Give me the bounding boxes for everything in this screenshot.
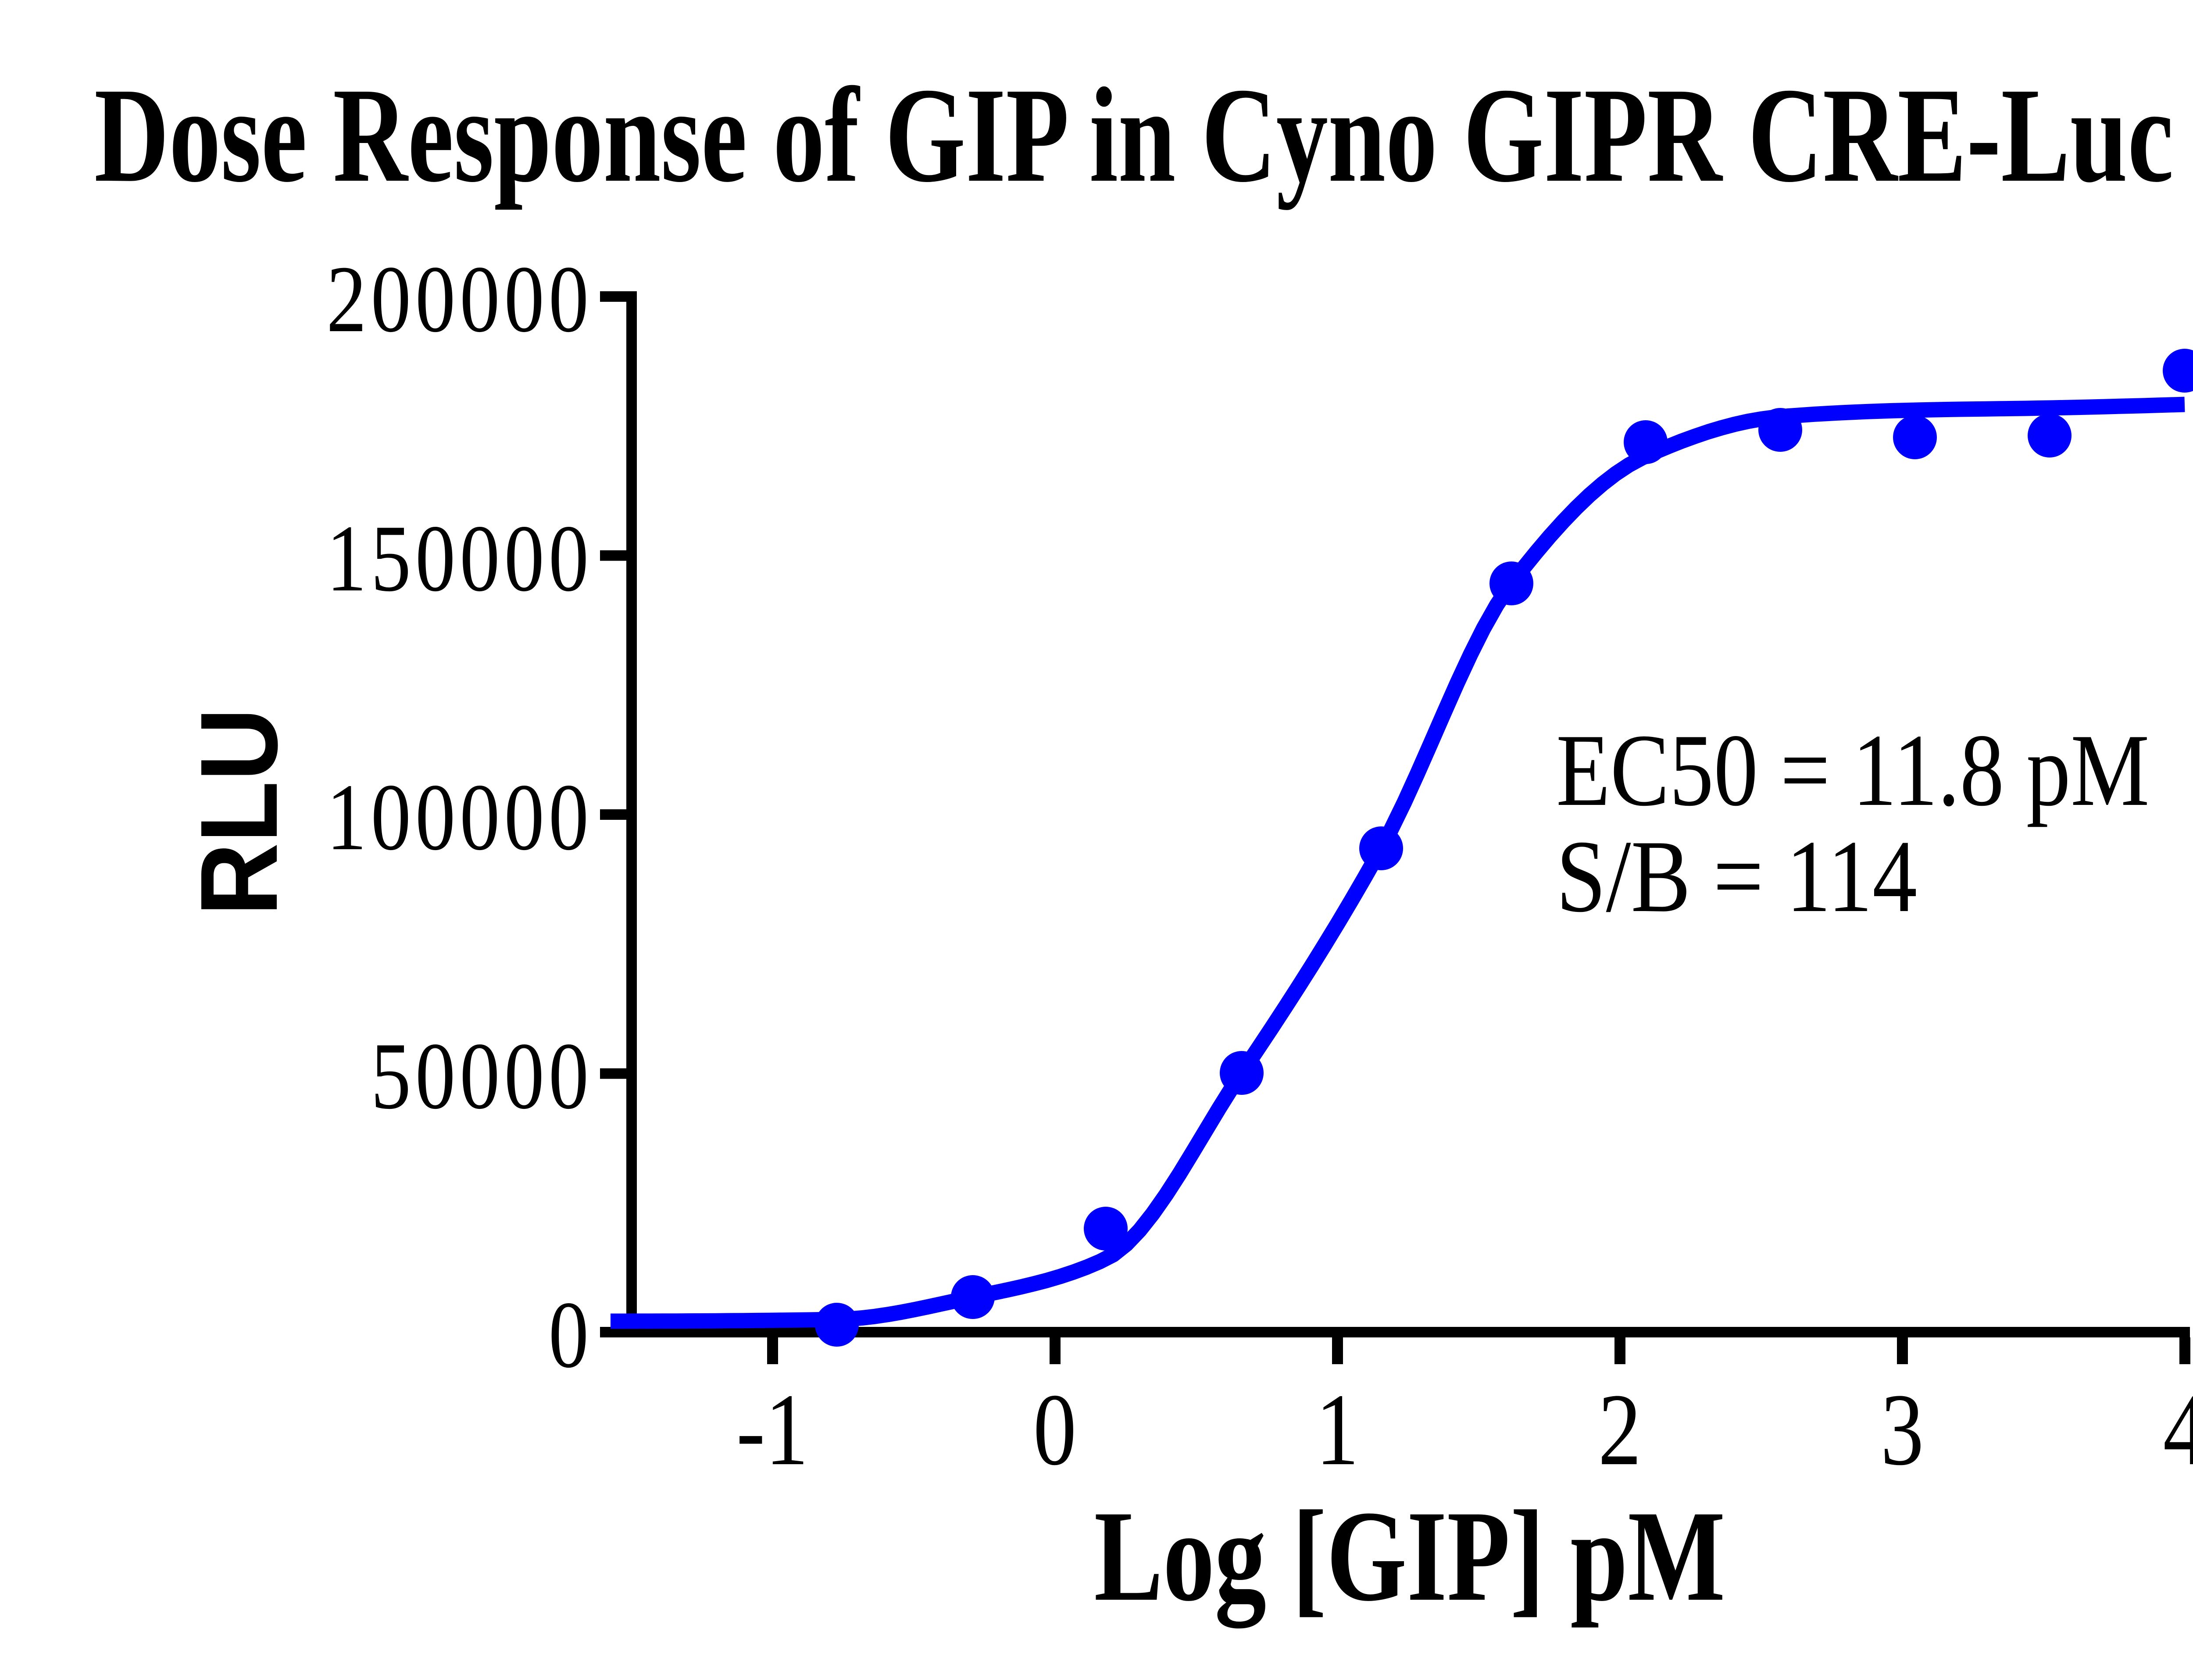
svg-text:Log [GIP] pM: Log [GIP] pM: [1094, 1483, 1725, 1630]
svg-text:100000: 100000: [326, 764, 593, 870]
svg-text:2: 2: [1598, 1373, 1642, 1487]
svg-text:50000: 50000: [371, 1023, 593, 1129]
svg-text:0: 0: [1033, 1373, 1077, 1487]
svg-text:Dose Response of GIP in Cyno G: Dose Response of GIP in Cyno GIPR CRE-Lu…: [94, 59, 2193, 211]
svg-text:0: 0: [549, 1282, 593, 1387]
svg-text:3: 3: [1881, 1373, 1924, 1487]
svg-text:150000: 150000: [326, 505, 593, 611]
svg-text:200000: 200000: [326, 246, 593, 352]
svg-text:S/B = 114: S/B = 114: [1556, 819, 1917, 933]
svg-text:4: 4: [2163, 1373, 2193, 1487]
svg-text:EC50 = 11.8 pM: EC50 = 11.8 pM: [1556, 712, 2150, 827]
svg-text:-1: -1: [736, 1373, 808, 1487]
svg-text:1: 1: [1316, 1373, 1359, 1487]
svg-text:RLU: RLU: [177, 708, 300, 916]
